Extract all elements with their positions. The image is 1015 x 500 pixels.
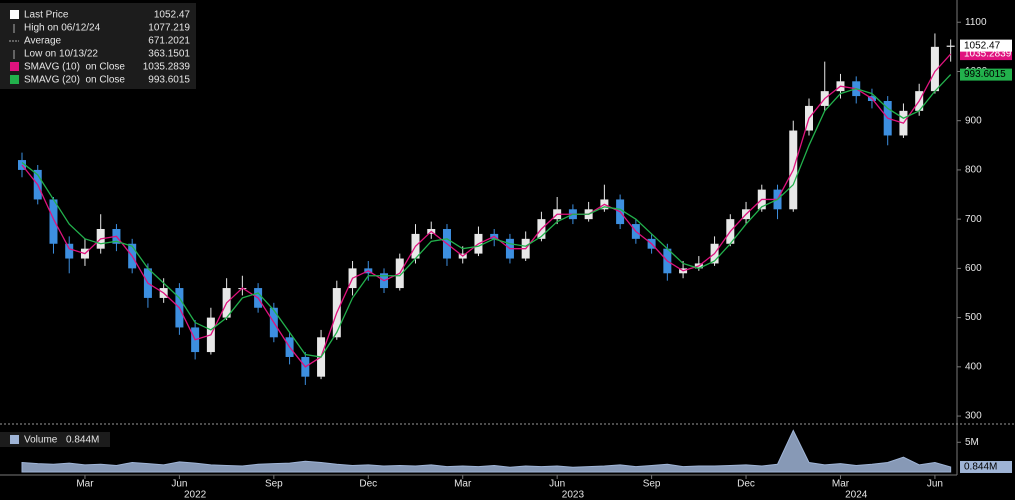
legend-value: 363.1501 xyxy=(148,49,190,60)
sma-line xyxy=(21,53,952,368)
x-tick-label: Mar xyxy=(454,479,472,490)
y-tick-label: 500 xyxy=(965,312,982,323)
y-tick-label: 700 xyxy=(965,214,982,225)
year-label: 2023 xyxy=(562,490,585,500)
x-tick-label: Jun xyxy=(927,479,943,490)
legend-label: SMAVG (20) on Close xyxy=(24,75,125,86)
last-price-label: 1052.47 xyxy=(964,40,1001,51)
legend-label: Last Price xyxy=(24,10,69,21)
legend-value: 993.6015 xyxy=(148,75,190,86)
y-tick-label: 800 xyxy=(965,165,982,176)
plot xyxy=(18,33,955,473)
legend-value: 1077.219 xyxy=(148,23,190,34)
candle-body xyxy=(930,46,939,92)
legend-icon xyxy=(10,10,19,19)
volume-last-label: 0.844M xyxy=(964,462,997,473)
legend-value: 1035.2839 xyxy=(143,62,191,73)
candle-body xyxy=(49,199,58,244)
volume-area xyxy=(21,429,952,473)
x-tick-label: Jun xyxy=(549,479,565,490)
y-tick-label: 900 xyxy=(965,115,982,126)
legend-label: Volume xyxy=(24,435,58,446)
legend-label: High on 06/12/24 xyxy=(24,23,101,34)
last-price-box xyxy=(960,39,1012,52)
y-tick-label: 400 xyxy=(965,361,982,372)
y-tick-label: 1100 xyxy=(965,17,987,28)
volume-box xyxy=(960,460,1012,473)
candle-body xyxy=(65,243,74,259)
x-tick-label: Jun xyxy=(171,479,187,490)
legend: Last Price 1052.47 High on 06/12/24 1077… xyxy=(0,3,196,89)
x-tick-label: Mar xyxy=(832,479,850,490)
sma10-label: 1035.2839 xyxy=(964,49,1012,60)
legend-icon xyxy=(10,435,19,444)
x-tick-label: Dec xyxy=(737,479,755,490)
legend-icon xyxy=(10,62,19,71)
y-tick-label: 600 xyxy=(965,263,982,274)
volume-legend: Volume 0.844M xyxy=(0,432,110,447)
sma20-label: 993.6015 xyxy=(964,69,1006,80)
x-tick-label: Sep xyxy=(265,479,283,490)
y-tick-label: 300 xyxy=(965,411,982,422)
legend-icon xyxy=(10,75,19,84)
sma-line xyxy=(21,74,952,358)
year-label: 2024 xyxy=(845,490,868,500)
x-tick-label: Mar xyxy=(76,479,94,490)
legend-box xyxy=(0,3,196,89)
legend-label: Average xyxy=(24,36,62,47)
legend-value: 0.844M xyxy=(66,435,99,446)
legend-value: 671.2021 xyxy=(148,36,190,47)
legend-label: SMAVG (10) on Close xyxy=(24,62,125,73)
candle-body xyxy=(946,45,955,47)
x-tick-label: Sep xyxy=(643,479,661,490)
legend-box xyxy=(0,432,110,447)
sma20-box xyxy=(960,68,1012,81)
year-label: 2022 xyxy=(184,490,207,500)
legend-label: Low on 10/13/22 xyxy=(24,49,98,60)
y-tick-label: 5M xyxy=(965,437,979,448)
legend-value: 1052.47 xyxy=(154,10,191,21)
x-tick-label: Dec xyxy=(359,479,377,490)
